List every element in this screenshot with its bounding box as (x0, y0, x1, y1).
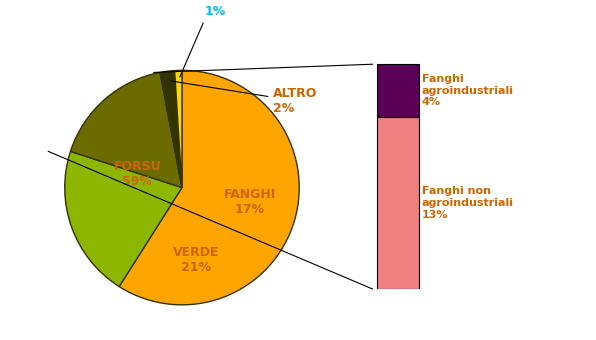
Text: Fanghi
agroindustriali
4%: Fanghi agroindustriali 4% (422, 74, 514, 107)
Wedge shape (65, 151, 182, 287)
Bar (377, 117, 418, 289)
Text: FORSU
59%: FORSU 59% (114, 159, 162, 188)
Text: Fanghi non
agroindustriali
13%: Fanghi non agroindustriali 13% (422, 186, 514, 220)
Text: SCARTI
AGROINDUSTRIALI
1%: SCARTI AGROINDUSTRIALI 1% (150, 0, 280, 77)
Bar (377, 64, 418, 117)
Wedge shape (175, 70, 182, 188)
Text: VERDE
21%: VERDE 21% (173, 246, 219, 274)
Wedge shape (70, 72, 182, 188)
Text: ALTRO
2%: ALTRO 2% (171, 81, 318, 115)
Wedge shape (119, 70, 299, 305)
Text: FANGHI
17%: FANGHI 17% (224, 188, 276, 216)
Wedge shape (160, 71, 182, 188)
